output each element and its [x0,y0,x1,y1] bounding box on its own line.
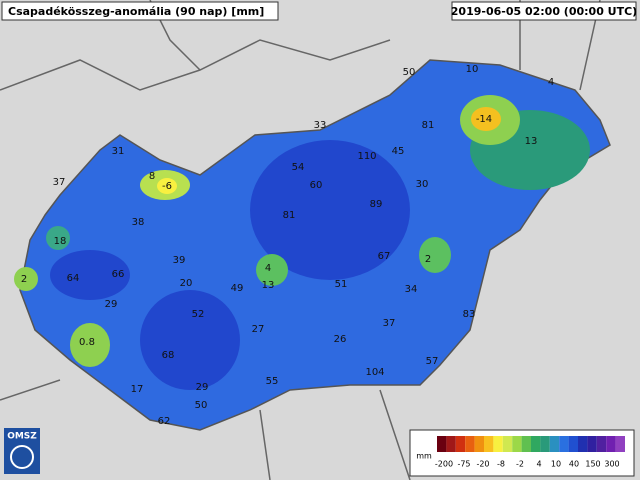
station-value: 81 [422,120,435,131]
legend-swatch [606,436,616,452]
station-value: 13 [525,136,538,147]
legend-label: 300 [604,460,619,469]
legend-swatch [521,436,531,452]
anomaly-area [140,290,240,390]
station-value: 29 [105,299,118,310]
anomaly-area [419,237,451,273]
legend-swatch [437,436,447,452]
station-value: 4 [265,263,271,274]
station-value: 50 [403,67,416,78]
station-value: 20 [180,278,193,289]
title: Csapadékösszeg-anomália (90 nap) [mm] [8,5,264,18]
station-value: 51 [335,279,348,290]
station-value: 4 [548,77,554,88]
legend-label: 4 [536,460,541,469]
logo: OMSZ [7,432,37,442]
legend-swatch [484,436,494,452]
station-value: 30 [416,179,429,190]
legend-label: 150 [585,460,600,469]
anomaly-area [250,140,410,280]
legend-swatch [549,436,560,452]
station-value: 10 [466,64,479,75]
legend-label: 10 [551,460,561,469]
anomaly-area [471,107,501,131]
station-value: 54 [292,162,305,173]
anomaly-area [256,254,288,286]
borders [0,0,601,481]
legend-swatch [446,436,456,452]
station-value: 26 [334,334,347,345]
station-value: 62 [158,416,171,427]
station-value: 18 [54,236,67,247]
legend-swatch [465,436,475,452]
station-value: 33 [314,120,327,131]
title-box [1,1,279,21]
legend-swatch [531,436,541,452]
legend-swatch [502,436,513,452]
legend-label: -200 [435,460,453,469]
station-value: 13 [262,280,275,291]
station-value: 37 [383,318,396,329]
station-value: 34 [405,284,418,295]
station-value: 0.8 [79,337,95,348]
timestamp: 2019-06-05 02:00 (00:00 UTC) [451,5,637,18]
station-value: 81 [283,210,296,221]
station-value: 49 [231,283,244,294]
station-value: -6 [162,181,172,192]
anomaly-area [50,250,130,300]
station-value: 2 [21,274,27,285]
legend-swatch [568,436,578,452]
legend-swatch [596,436,607,452]
station-value: 89 [370,199,383,210]
station-value: 27 [252,324,265,335]
station-value: 66 [112,269,125,280]
station-value: 50 [195,400,208,411]
station-value: 104 [365,367,384,378]
station-value: 67 [378,251,391,262]
legend-label: -20 [476,460,489,469]
station-value: -14 [476,114,492,125]
station-value: 39 [173,255,186,266]
logo-icon [10,445,34,469]
legend-swatch [578,436,588,452]
time-box [451,1,637,21]
legend-label: -8 [497,460,505,469]
anomaly-area [157,178,177,194]
legend-label: -75 [457,460,470,469]
station-value: 29 [196,382,209,393]
station-value: 31 [112,146,125,157]
station-value: 17 [131,384,144,395]
legend-swatch [615,436,625,452]
legend-swatch [540,436,550,452]
legend-unit: mm [416,452,432,461]
legend-label: -2 [516,460,524,469]
station-value: 83 [463,309,476,320]
station-value: 55 [266,376,279,387]
anomaly-area [46,226,70,250]
station-value: 8 [149,171,155,182]
station-value: 38 [132,217,145,228]
station-value: 68 [162,350,175,361]
station-value: 52 [192,309,205,320]
anomaly-area [14,267,38,291]
legend-bar [437,436,625,452]
legend-swatch [512,436,522,452]
station-value: 37 [53,177,66,188]
legend-label: 40 [569,460,579,469]
station-value: 2 [425,254,431,265]
station-value: 110 [357,151,376,162]
legend-swatch [559,436,569,452]
anomaly-area [70,323,110,367]
station-value: 57 [426,356,439,367]
logo-box [4,428,40,474]
legend-swatch [474,436,484,452]
legend-swatch [455,436,466,452]
station-value: 45 [392,146,405,157]
station-value: 60 [310,180,323,191]
station-value: 64 [67,273,80,284]
legend-swatch [493,436,503,452]
legend-swatch [587,436,597,452]
